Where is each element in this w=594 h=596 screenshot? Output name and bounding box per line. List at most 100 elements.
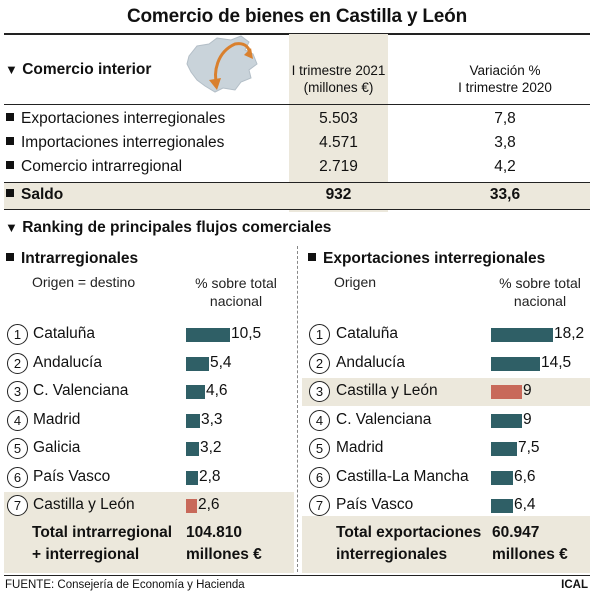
region-label: Andalucía <box>336 353 405 371</box>
bar-value-label: 4,6 <box>206 382 228 399</box>
bar <box>186 470 198 485</box>
interior-row-value: 4.571 <box>319 134 358 151</box>
rank-badge: 3 <box>309 381 330 402</box>
ranking-title-text: Ranking de principales flujos comerciale… <box>22 219 332 236</box>
bar-value-label: 6,6 <box>514 467 536 485</box>
row-label-text: Comercio intrarregional <box>21 158 183 175</box>
rank-badge: 6 <box>7 466 28 488</box>
total-line: millones € <box>186 546 262 563</box>
total-line: + interregional <box>32 546 140 563</box>
header-line: Variación % <box>469 63 541 78</box>
bar-value-label: 2,8 <box>199 467 221 485</box>
region-label: Andalucía <box>33 353 102 371</box>
rank-badge: 1 <box>309 324 330 345</box>
bar <box>186 442 199 456</box>
quarter-value-header: I trimestre 2021 (millones €) <box>289 62 388 96</box>
castilla-leon-map-icon <box>186 35 258 93</box>
interior-row-label: Comercio intrarregional <box>6 158 182 176</box>
saldo-label-text: Saldo <box>21 186 64 203</box>
panel-divider <box>297 246 298 572</box>
rank-badge: 1 <box>7 324 28 345</box>
bar <box>186 499 197 513</box>
intra-title-text: Intrarregionales <box>21 250 139 267</box>
bar-value-label: 9 <box>523 382 532 399</box>
bar-value-label: 18,2 <box>554 325 585 342</box>
interior-row-label: Exportaciones interregionales <box>6 110 225 128</box>
rank-badge: 7 <box>309 495 330 516</box>
interior-row-variation: 3,8 <box>494 134 516 151</box>
intra-y-label: % sobre total nacional <box>195 275 277 309</box>
intra-x-label: Origen = destino <box>32 274 136 290</box>
rank-badge: 3 <box>7 381 28 402</box>
source-note: FUENTE: Consejería de Economía y Haciend… <box>5 579 245 591</box>
bar <box>491 499 513 513</box>
export-total-background <box>302 516 590 573</box>
bar <box>491 328 553 342</box>
total-line: millones € <box>492 546 568 563</box>
region-label: País Vasco <box>336 496 414 513</box>
bar <box>491 442 517 456</box>
interior-row-variation: 4,2 <box>494 158 516 175</box>
export-x-label: Origen <box>334 274 377 290</box>
square-bullet-icon <box>308 253 316 261</box>
header-line: I trimestre 2021 <box>291 63 386 78</box>
bar-value-label: 7,5 <box>518 439 540 456</box>
interior-row-value: 5.503 <box>319 110 358 127</box>
saldo-row-background <box>4 182 590 209</box>
intra-total-background <box>4 516 294 573</box>
ranking-section-title: ▼ Ranking de principales flujos comercia… <box>5 219 331 237</box>
rank-badge: 2 <box>309 352 330 374</box>
interior-row-variation: 7,8 <box>494 110 516 127</box>
intra-panel-title: Intrarregionales <box>6 250 138 268</box>
bar-value-label: 3,3 <box>201 410 223 428</box>
square-bullet-icon <box>6 161 14 169</box>
bar-value-label: 3,2 <box>200 439 222 456</box>
saldo-variation: 33,6 <box>489 186 521 203</box>
total-line: Total exportaciones <box>336 524 482 541</box>
rank-badge: 5 <box>7 438 28 459</box>
footer-divider <box>4 575 590 576</box>
region-label: Madrid <box>33 410 81 428</box>
rank-badge: 6 <box>309 466 330 488</box>
export-total-value: 60.947 millones € <box>492 522 568 566</box>
row-label-text: Importaciones interregionales <box>21 134 225 151</box>
bar <box>186 385 205 399</box>
bar <box>186 356 209 371</box>
saldo-bottom-divider <box>4 209 590 210</box>
region-label: C. Valenciana <box>336 410 432 428</box>
square-bullet-icon <box>6 253 14 261</box>
region-label: Castilla-La Mancha <box>336 467 469 485</box>
export-total-label: Total exportaciones interregionales <box>336 522 481 566</box>
rank-badge: 2 <box>7 352 28 374</box>
highlight-row-background <box>4 492 294 520</box>
export-title-text: Exportaciones interregionales <box>323 250 546 267</box>
region-label: Galicia <box>33 439 81 456</box>
bar <box>491 470 513 485</box>
export-y-label: % sobre total nacional <box>499 275 581 309</box>
square-bullet-icon <box>6 113 14 121</box>
square-bullet-icon <box>6 189 14 197</box>
agency-credit: ICAL <box>561 579 588 591</box>
bar-value-label: 2,6 <box>198 496 220 513</box>
bar-value-label: 5,4 <box>210 353 232 371</box>
triangle-icon: ▼ <box>5 220 18 235</box>
total-line: Total intrarregional <box>32 524 173 541</box>
row-label-text: Exportaciones interregionales <box>21 110 226 127</box>
total-line: 60.947 <box>492 524 540 541</box>
region-label: Castilla y León <box>33 496 135 513</box>
region-label: C. Valenciana <box>33 382 129 399</box>
rank-badge: 4 <box>7 409 28 431</box>
bar <box>491 356 540 371</box>
intra-total-value: 104.810 millones € <box>186 522 262 566</box>
total-line: interregionales <box>336 546 448 563</box>
bar-value-label: 10,5 <box>231 325 262 342</box>
region-label: Cataluña <box>336 325 399 342</box>
region-label: Castilla y León <box>336 382 438 399</box>
square-bullet-icon <box>6 137 14 145</box>
rank-badge: 4 <box>309 409 330 431</box>
rank-badge: 7 <box>7 495 28 516</box>
bar-value-label: 14,5 <box>541 353 572 371</box>
bar <box>186 328 230 342</box>
header-line: (millones €) <box>303 80 374 95</box>
